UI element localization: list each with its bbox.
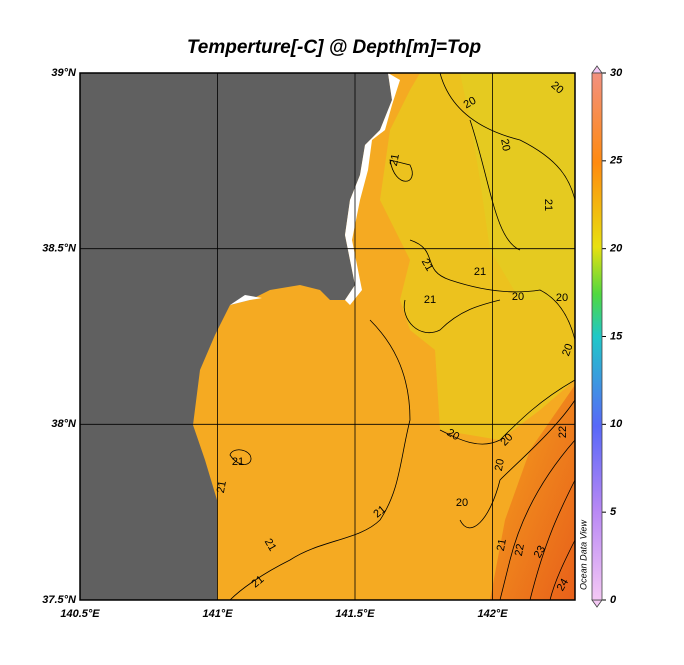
- contour-label: 20: [556, 292, 568, 304]
- x-tick-label: 142°E: [477, 608, 508, 620]
- contour-label: 20: [493, 458, 507, 472]
- y-tick-label: 39°N: [51, 67, 77, 79]
- contour-label: 20: [462, 95, 479, 112]
- colorbar-label: 15: [610, 330, 623, 342]
- contour-label: 20: [512, 291, 524, 303]
- land: [80, 73, 392, 600]
- y-tick-label: 37.5°N: [42, 594, 77, 606]
- contour-label: 20: [498, 138, 512, 152]
- x-tick-label: 141°E: [202, 608, 233, 620]
- contour-label: 20: [560, 342, 575, 358]
- contour-label: 22: [513, 543, 527, 557]
- warm-water: [490, 385, 575, 600]
- contour-label: 21: [495, 538, 509, 552]
- contour-label: 21: [388, 153, 402, 167]
- x-tick-label: 141.5°E: [335, 608, 375, 620]
- contour-label: 21: [232, 456, 244, 468]
- contour-label: 20: [456, 497, 468, 509]
- axes: 140.5°E 141°E 141.5°E 142°E 37.5°N 38°N 38.5°N…: [42, 67, 623, 620]
- colorbar: [591, 72, 603, 601]
- x-tick-label: 140.5°E: [60, 608, 100, 620]
- map-title: Temperture[-C] @ Depth[m]=Top: [187, 37, 481, 58]
- colorbar-label: 30: [610, 67, 623, 79]
- contour-label: 21: [215, 480, 229, 494]
- watermark: Ocean Data View: [578, 520, 588, 590]
- colorbar-label: 20: [609, 243, 623, 255]
- colorbar-label: 25: [609, 155, 623, 167]
- contour-label: 21: [542, 199, 554, 211]
- contour-label: 21: [424, 294, 436, 306]
- cool-water: [460, 73, 575, 300]
- contour-label: 21: [474, 266, 486, 278]
- contour-label: 21: [262, 537, 279, 554]
- colorbar-label: 10: [610, 418, 623, 430]
- y-tick-label: 38°N: [51, 418, 77, 430]
- contour-label: 22: [557, 426, 569, 438]
- contour-label: 23: [532, 544, 549, 561]
- contour-label: 20: [445, 427, 462, 444]
- contours: [229, 73, 575, 600]
- coast: [230, 295, 262, 305]
- colorbar-label: 5: [610, 506, 617, 518]
- y-tick-label: 38.5°N: [42, 243, 77, 255]
- contour-label: 21: [419, 257, 436, 274]
- coast: [345, 73, 400, 305]
- contour-label: 24: [555, 577, 572, 594]
- colorbar-label: 0: [610, 594, 617, 606]
